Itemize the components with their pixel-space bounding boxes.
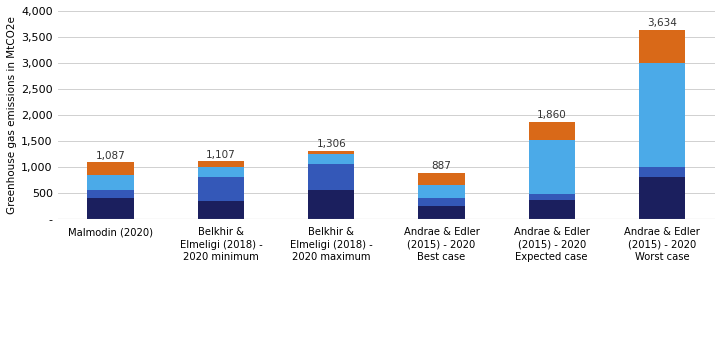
Bar — [639, 30, 685, 63]
Bar — [308, 151, 355, 154]
Bar — [87, 198, 134, 219]
Bar — [308, 164, 355, 190]
Bar — [639, 177, 685, 219]
Bar — [87, 175, 134, 190]
Bar — [308, 190, 355, 219]
Bar — [529, 194, 575, 200]
Bar — [529, 200, 575, 219]
Y-axis label: Greenhouse gas emissions in MtCO2e: Greenhouse gas emissions in MtCO2e — [7, 16, 17, 214]
Text: 1,107: 1,107 — [206, 150, 236, 160]
Text: 1,860: 1,860 — [537, 110, 567, 120]
Bar — [198, 201, 244, 219]
Bar — [418, 173, 465, 185]
Bar — [87, 162, 134, 175]
Legend: User devices, Data centres, Networks, TVs: User devices, Data centres, Networks, TV… — [221, 349, 552, 353]
Bar — [529, 122, 575, 140]
Text: 3,634: 3,634 — [647, 18, 677, 28]
Bar — [639, 63, 685, 167]
Text: 1,087: 1,087 — [96, 150, 126, 161]
Bar — [198, 161, 244, 167]
Text: 1,306: 1,306 — [316, 139, 346, 149]
Bar — [87, 190, 134, 198]
Bar — [418, 207, 465, 219]
Bar — [418, 185, 465, 198]
Bar — [198, 167, 244, 177]
Bar — [418, 198, 465, 207]
Bar — [529, 140, 575, 194]
Bar — [639, 167, 685, 177]
Bar — [308, 154, 355, 164]
Text: 887: 887 — [432, 161, 451, 171]
Bar — [198, 177, 244, 201]
